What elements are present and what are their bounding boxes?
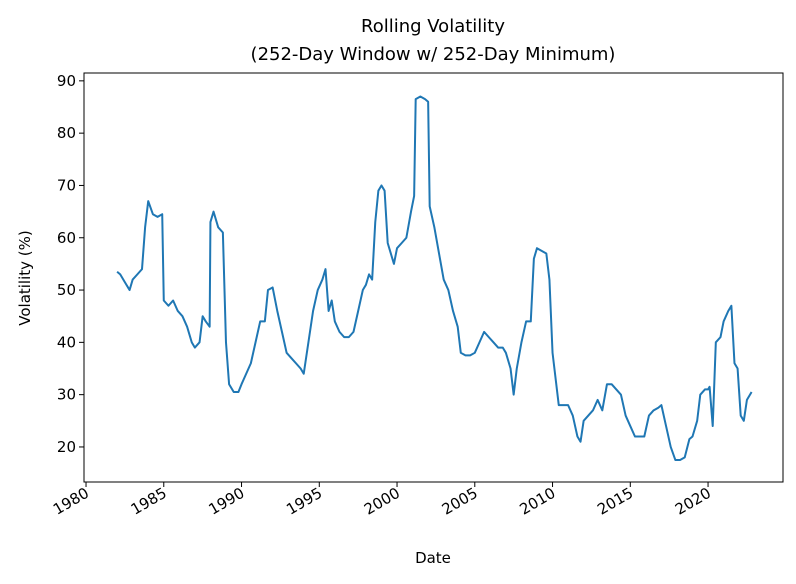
x-tick-label: 2010 xyxy=(516,484,558,519)
y-tick-label: 70 xyxy=(57,176,76,194)
y-tick-label: 60 xyxy=(57,229,76,247)
y-tick-label: 30 xyxy=(57,386,76,404)
chart-title: Rolling Volatility xyxy=(361,16,505,37)
plot-frame xyxy=(83,72,784,483)
x-tick-label: 2000 xyxy=(361,484,403,519)
x-tick-label: 2005 xyxy=(439,484,481,519)
x-tick-label: 2015 xyxy=(594,484,636,519)
x-axis-label: Date xyxy=(415,549,451,567)
y-tick-label: 20 xyxy=(57,438,76,456)
x-tick-label: 1980 xyxy=(50,484,92,519)
x-tick-label: 1985 xyxy=(128,484,170,519)
y-tick-label: 40 xyxy=(57,333,76,351)
x-tick-label: 2020 xyxy=(672,484,714,519)
y-tick-label: 80 xyxy=(57,124,76,142)
chart-subtitle: (252-Day Window w/ 252-Day Minimum) xyxy=(251,44,616,65)
line xyxy=(116,95,753,462)
x-tick-label: 1990 xyxy=(205,484,247,519)
y-tick-label: 90 xyxy=(57,72,76,90)
x-tick-label: 1995 xyxy=(283,484,325,519)
y-tick-label: 50 xyxy=(57,281,76,299)
y-axis-label: Volatility (%) xyxy=(16,230,34,326)
